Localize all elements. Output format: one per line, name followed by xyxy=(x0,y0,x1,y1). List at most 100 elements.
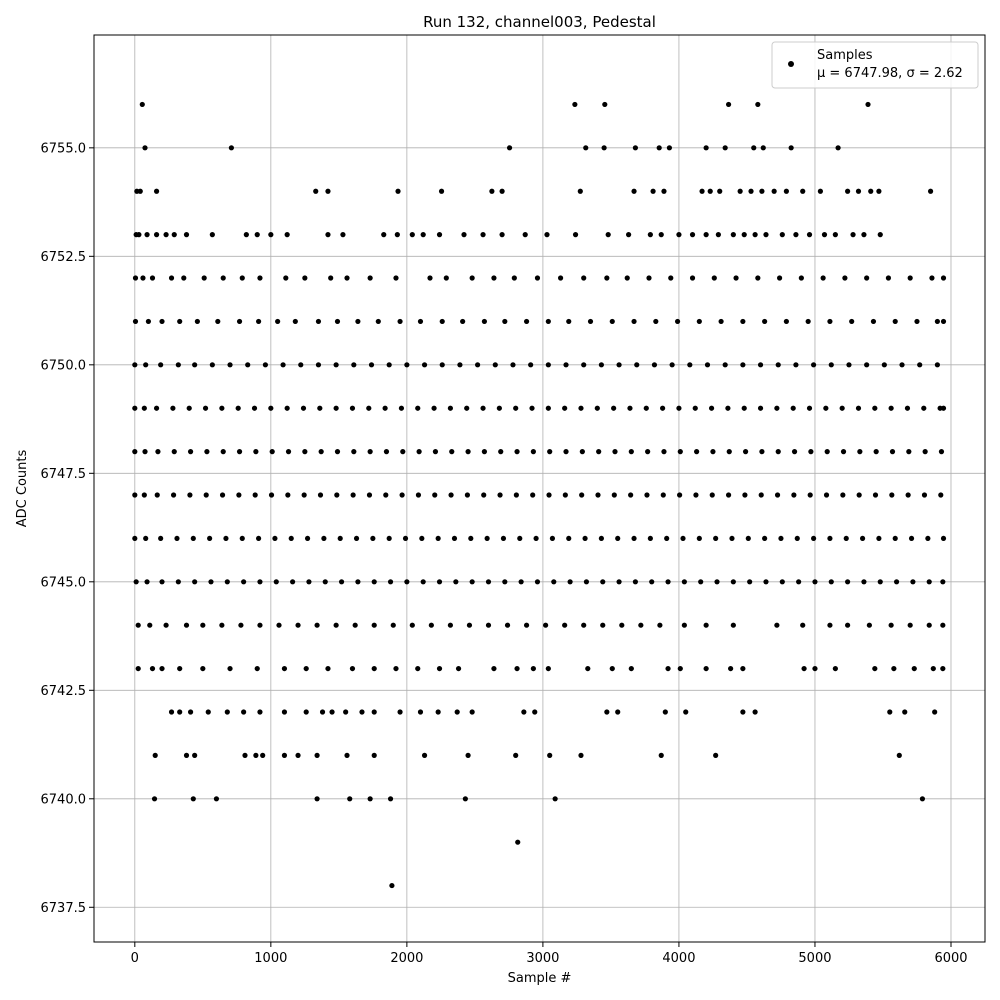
data-point xyxy=(436,665,443,672)
data-point xyxy=(402,535,409,542)
data-point xyxy=(260,752,266,758)
data-point xyxy=(596,449,602,455)
data-point xyxy=(824,449,830,455)
data-point xyxy=(175,579,181,585)
data-point xyxy=(280,362,286,368)
data-point xyxy=(251,405,258,411)
data-point xyxy=(940,275,947,281)
data-point xyxy=(241,709,247,715)
data-point xyxy=(175,362,181,368)
data-point xyxy=(624,275,630,281)
data-point xyxy=(502,579,508,585)
data-point xyxy=(325,665,331,672)
data-point xyxy=(187,449,194,455)
data-point xyxy=(285,492,291,498)
data-point xyxy=(439,318,445,325)
data-point xyxy=(778,535,784,542)
data-point xyxy=(409,622,415,628)
legend: Samples μ = 6747.98, σ = 2.62 xyxy=(771,41,979,89)
data-point xyxy=(314,752,320,758)
data-point xyxy=(334,318,341,325)
data-point xyxy=(856,492,862,498)
data-point xyxy=(533,535,539,542)
legend-label: Samples xyxy=(817,48,873,63)
data-point xyxy=(631,318,637,325)
data-point xyxy=(347,796,353,802)
data-point xyxy=(253,752,259,758)
data-point xyxy=(889,449,896,455)
data-point xyxy=(480,405,486,411)
y-tick-label: 6747.5 xyxy=(41,467,87,482)
data-point xyxy=(177,709,183,715)
data-point xyxy=(304,535,311,542)
data-point xyxy=(774,622,780,628)
data-point xyxy=(284,405,290,411)
data-point xyxy=(840,449,847,455)
data-point xyxy=(938,449,945,455)
data-point xyxy=(319,709,326,715)
data-point xyxy=(386,535,392,542)
data-point xyxy=(394,232,400,238)
data-point xyxy=(747,579,753,585)
data-point xyxy=(276,622,282,628)
x-tick-label: 0 xyxy=(131,951,139,966)
data-point xyxy=(658,752,664,758)
data-point xyxy=(351,449,357,455)
data-point xyxy=(302,449,308,455)
data-point xyxy=(779,232,785,238)
data-point xyxy=(317,492,324,498)
data-point xyxy=(469,579,475,585)
data-point xyxy=(417,709,424,715)
data-point xyxy=(317,405,323,411)
data-point xyxy=(295,622,301,628)
data-point xyxy=(926,622,932,628)
data-point xyxy=(298,362,304,368)
data-point xyxy=(872,405,878,411)
data-point xyxy=(827,535,833,542)
data-point xyxy=(703,232,709,238)
data-point xyxy=(759,449,765,455)
data-point xyxy=(513,752,519,758)
data-point xyxy=(144,579,150,585)
data-point xyxy=(783,188,789,194)
data-point xyxy=(922,449,928,455)
data-point xyxy=(367,275,373,281)
data-point xyxy=(823,492,830,498)
data-point xyxy=(389,882,395,889)
data-point xyxy=(694,449,700,455)
data-point xyxy=(583,145,589,151)
data-point xyxy=(650,188,656,194)
data-point xyxy=(888,405,894,411)
data-point xyxy=(492,362,498,368)
chart-title: Run 132, channel003, Pedestal xyxy=(423,13,656,31)
data-point xyxy=(420,579,426,585)
data-point xyxy=(616,579,622,585)
data-point xyxy=(710,449,716,455)
data-point xyxy=(585,665,591,672)
data-point xyxy=(676,232,682,238)
data-point xyxy=(235,405,241,411)
x-tick-label: 5000 xyxy=(798,951,831,966)
data-point xyxy=(315,318,322,325)
data-point xyxy=(600,622,606,628)
data-point xyxy=(811,535,817,542)
data-point xyxy=(929,275,935,281)
data-point xyxy=(715,232,721,238)
data-point xyxy=(343,709,349,715)
data-point xyxy=(745,535,751,542)
data-point xyxy=(752,709,758,715)
data-point xyxy=(849,318,855,325)
data-point xyxy=(644,492,650,498)
data-point xyxy=(689,232,696,238)
data-point xyxy=(386,362,392,368)
data-point xyxy=(910,579,916,585)
data-point xyxy=(375,318,381,325)
data-point xyxy=(740,362,746,368)
data-point xyxy=(202,405,209,411)
data-point xyxy=(132,318,139,325)
data-point xyxy=(447,405,453,411)
data-point xyxy=(223,535,229,542)
data-point xyxy=(572,232,579,238)
data-point xyxy=(612,449,618,455)
